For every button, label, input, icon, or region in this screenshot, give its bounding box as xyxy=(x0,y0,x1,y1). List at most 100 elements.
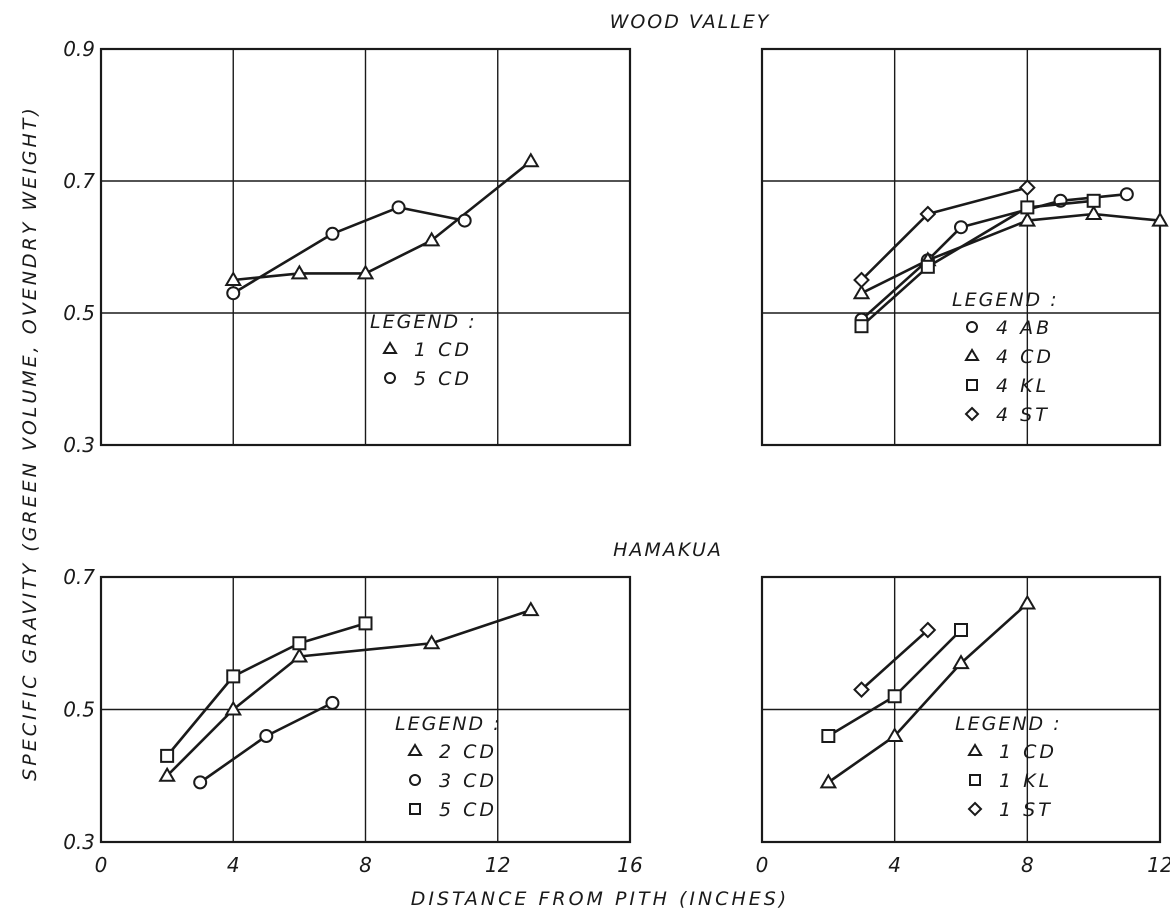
data-point-triangle xyxy=(290,264,309,280)
series-1-kl xyxy=(821,623,968,743)
data-point-triangle xyxy=(885,727,904,742)
data-point-circle xyxy=(226,286,241,301)
series-3-cd xyxy=(193,695,340,790)
series-5-cd xyxy=(160,616,373,763)
chart-panel-3: 0.3 0.5 0.7 0 4 8 12 16 LEGEND : 2 CD 3 CD 5 CD xyxy=(63,565,643,877)
x-tick-label: 8 xyxy=(1021,853,1034,877)
y-tick-label: 0.5 xyxy=(63,698,95,722)
legend-marker-triangle xyxy=(964,348,980,361)
data-point-square xyxy=(160,748,175,763)
series-line xyxy=(827,602,1029,784)
series-line xyxy=(860,199,1094,328)
x-axis-title: DISTANCE FROM PITH (INCHES) xyxy=(411,888,789,910)
chart-panel-4: 0 4 8 12 LEGEND : 1 CD 1 KL 1 ST xyxy=(756,575,1170,877)
series-line xyxy=(166,622,366,757)
legend-title: LEGEND : xyxy=(955,713,1062,735)
legend-item-label: 1 CD xyxy=(999,741,1057,763)
legend-marker-triangle xyxy=(967,743,983,756)
x-tick-label: 0 xyxy=(95,853,108,877)
legend-marker-triangle xyxy=(382,341,398,354)
data-point-circle xyxy=(1119,187,1134,202)
data-point-square xyxy=(358,616,373,631)
legend: LEGEND : 4 AB 4 CD 4 KL 4 ST xyxy=(952,289,1057,426)
legend-marker-diamond xyxy=(964,406,980,422)
data-point-diamond xyxy=(853,681,870,699)
data-point-circle xyxy=(325,695,340,710)
series-4-cd xyxy=(852,205,1169,300)
plot-frame xyxy=(99,575,632,844)
series-1-cd xyxy=(819,594,1037,789)
y-tick-label: 0.9 xyxy=(63,37,95,61)
x-tick-label: 16 xyxy=(617,853,642,877)
data-point-circle xyxy=(325,226,340,241)
data-point-triangle xyxy=(356,264,375,280)
data-point-circle xyxy=(193,775,208,790)
legend-marker-square xyxy=(969,774,981,786)
data-point-triangle xyxy=(1084,205,1103,220)
plot-frame xyxy=(760,47,1162,447)
legend-item-label: 4 CD xyxy=(996,346,1054,368)
x-tick-label: 12 xyxy=(1147,853,1170,877)
series-5-cd xyxy=(226,200,472,301)
plot-frame xyxy=(760,575,1162,844)
data-point-triangle xyxy=(158,766,176,782)
legend-marker-circle xyxy=(966,321,978,333)
data-point-triangle xyxy=(422,231,441,247)
data-point-circle xyxy=(457,213,472,228)
series-line xyxy=(860,212,1161,295)
data-point-circle xyxy=(259,729,274,743)
data-point-square xyxy=(887,689,902,704)
legend-marker-triangle xyxy=(407,743,423,756)
legend-marker-circle xyxy=(384,372,396,384)
series-line xyxy=(232,206,465,295)
chart-panel-1: 0.3 0.5 0.7 0.9 LEGEND : 1 CD 5 CD xyxy=(63,37,632,457)
legend-marker-square xyxy=(966,379,978,391)
legend-item-label: 5 CD xyxy=(414,368,472,390)
legend: LEGEND : 2 CD 3 CD 5 CD xyxy=(395,713,500,821)
series-1-cd xyxy=(224,152,540,286)
legend: LEGEND : 1 CD 1 KL 1 ST xyxy=(955,713,1062,821)
panel-group-title-wood-valley: WOOD VALLEY xyxy=(610,11,771,33)
data-point-triangle xyxy=(1018,594,1037,610)
y-tick-label: 0.5 xyxy=(63,301,95,325)
legend-title: LEGEND : xyxy=(370,311,477,333)
series-4-st xyxy=(853,179,1036,289)
legend: LEGEND : 1 CD 5 CD xyxy=(370,311,477,390)
data-point-triangle xyxy=(852,284,871,300)
data-point-triangle xyxy=(1018,211,1037,227)
legend-item-label: 1 CD xyxy=(414,339,472,361)
data-point-triangle xyxy=(422,634,441,650)
panel-group-title-hamakua: HAMAKUA xyxy=(613,539,723,561)
series-line xyxy=(860,186,1028,281)
data-point-triangle xyxy=(224,700,242,716)
data-point-diamond xyxy=(853,271,870,289)
data-point-square xyxy=(954,623,968,637)
legend-item-label: 4 KL xyxy=(996,375,1049,397)
x-tick-label: 0 xyxy=(756,853,769,877)
data-point-triangle xyxy=(290,647,309,663)
series-2-cd xyxy=(158,601,540,782)
legend-marker-diamond xyxy=(967,801,983,817)
data-point-square xyxy=(292,636,307,651)
data-point-triangle xyxy=(522,601,540,617)
data-point-circle xyxy=(954,220,968,235)
data-point-square xyxy=(226,669,241,684)
data-point-triangle xyxy=(224,271,242,286)
legend-item-label: 5 CD xyxy=(439,799,497,821)
series-line xyxy=(233,160,532,282)
data-point-triangle xyxy=(1151,211,1169,227)
legend-item-label: 1 KL xyxy=(999,770,1052,792)
chart-panels: 0.3 0.5 0.7 0.9 LEGEND : 1 CD 5 CD LEGEND : 4 AB… xyxy=(63,37,1170,877)
legend-item-label: 4 ST xyxy=(996,404,1050,426)
legend-marker-circle xyxy=(409,774,421,786)
data-point-square xyxy=(821,729,836,743)
x-tick-label: 4 xyxy=(227,853,240,877)
y-axis-title: SPECIFIC GRAVITY (GREEN VOLUME, OVENDRY … xyxy=(19,105,41,781)
data-point-square xyxy=(920,259,935,274)
data-point-diamond xyxy=(1018,179,1036,197)
data-point-square xyxy=(1086,193,1101,208)
plot-frame xyxy=(99,47,632,447)
data-point-diamond xyxy=(919,621,937,639)
data-point-triangle xyxy=(952,654,970,670)
